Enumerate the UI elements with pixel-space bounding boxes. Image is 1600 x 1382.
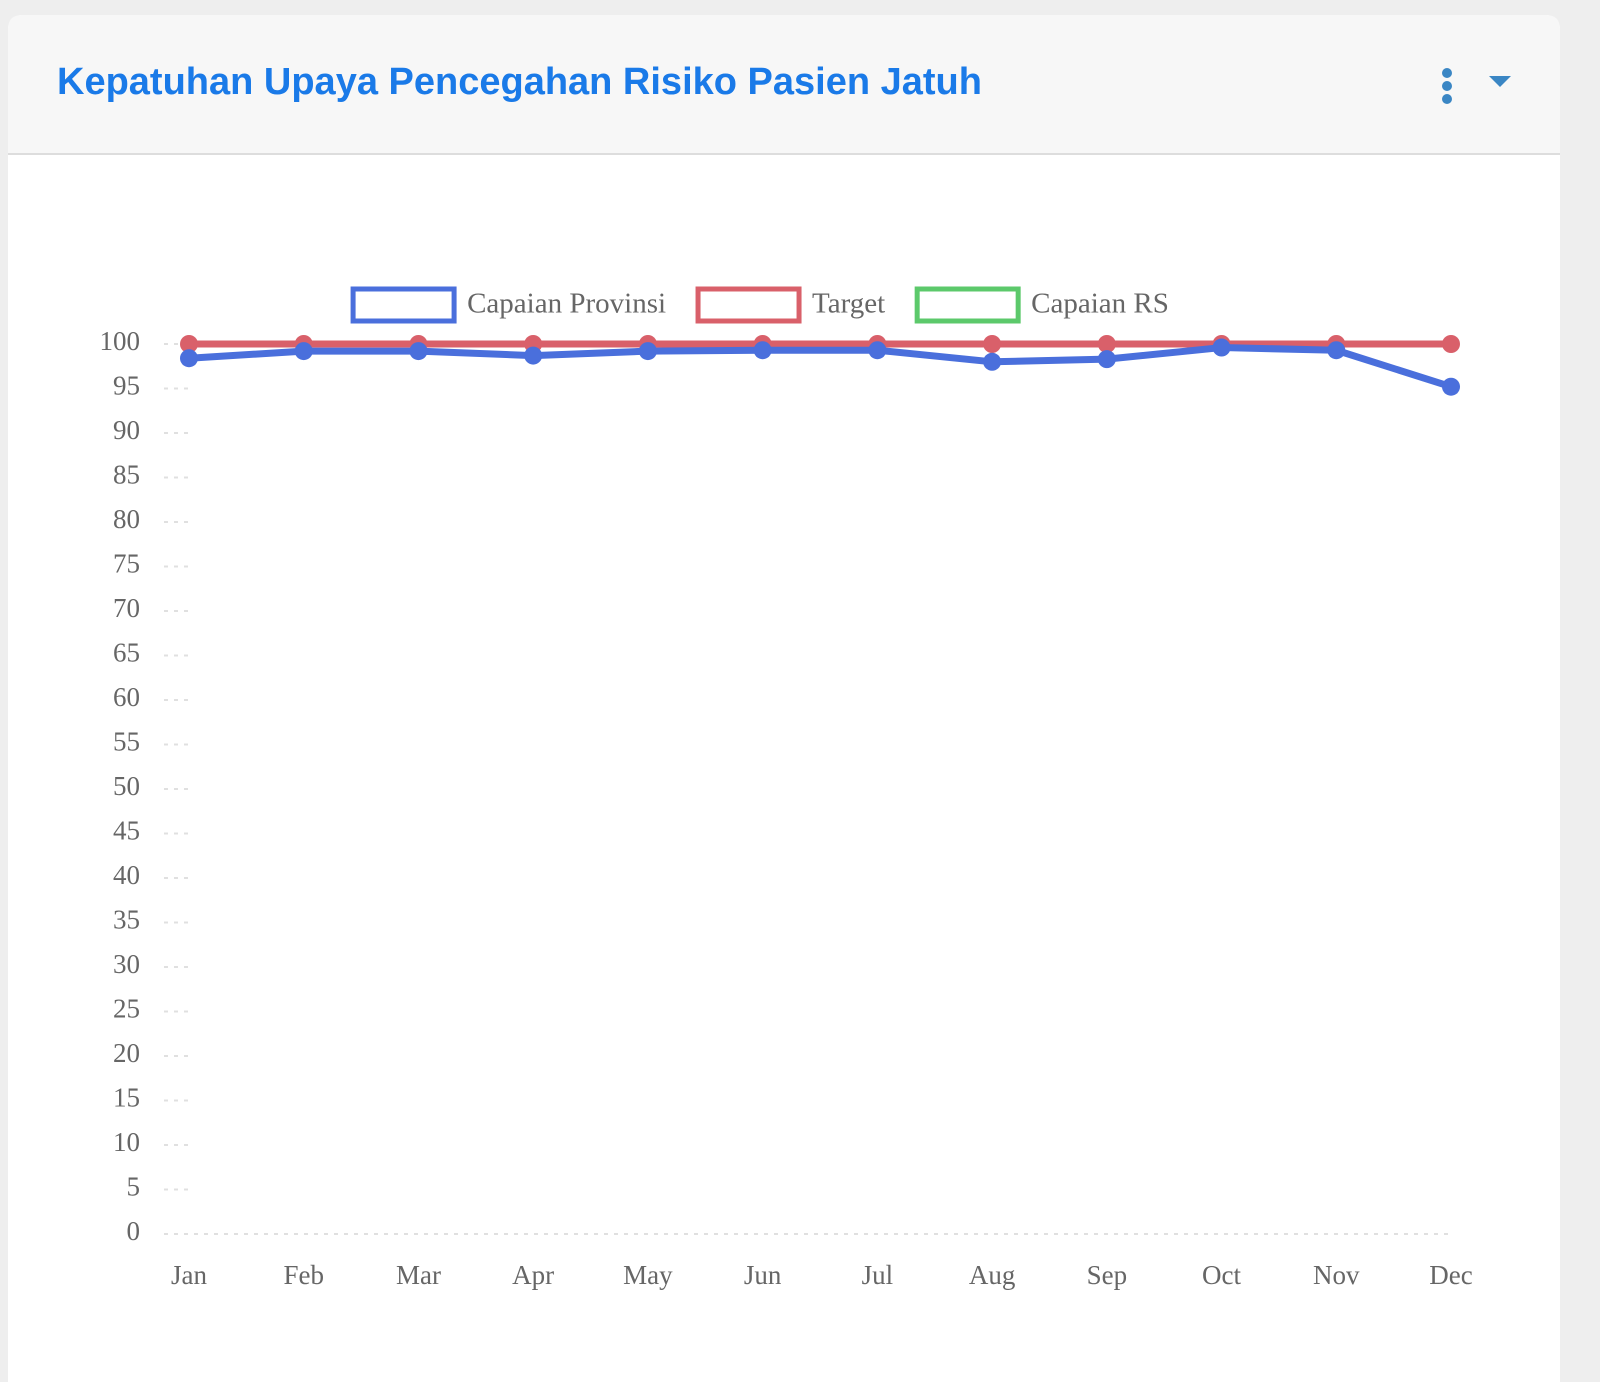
y-tick-label: 5 bbox=[127, 1172, 141, 1202]
legend-swatch bbox=[350, 286, 457, 324]
y-tick-label: 75 bbox=[113, 549, 140, 579]
legend: Capaian Provinsi Target Capaian RS bbox=[350, 286, 1169, 324]
y-tick-label: 45 bbox=[113, 816, 140, 846]
y-tick-label: 55 bbox=[113, 727, 140, 757]
x-tick-label: Apr bbox=[512, 1260, 554, 1290]
x-tick-label: Jul bbox=[862, 1260, 894, 1290]
data-point bbox=[638, 342, 657, 361]
x-tick-label: Feb bbox=[283, 1260, 324, 1290]
y-tick-label: 10 bbox=[113, 1127, 140, 1157]
series bbox=[180, 338, 1460, 396]
y-tick-label: 25 bbox=[113, 994, 140, 1024]
collapse-caret[interactable] bbox=[1489, 76, 1511, 87]
legend-swatch bbox=[914, 286, 1021, 324]
y-tick-label: 100 bbox=[100, 326, 141, 356]
legend-swatch bbox=[695, 286, 802, 324]
y-tick-label: 15 bbox=[113, 1083, 140, 1113]
menu-dot bbox=[1442, 68, 1452, 78]
data-point bbox=[1097, 335, 1116, 353]
y-tick-label: 20 bbox=[113, 1038, 140, 1068]
series-line bbox=[188, 344, 1453, 391]
y-tick-label: 90 bbox=[113, 415, 140, 445]
data-point bbox=[753, 341, 772, 360]
x-tick-label: Oct bbox=[1202, 1260, 1241, 1290]
x-tick-label: Mar bbox=[396, 1260, 441, 1290]
legend-label: Target bbox=[812, 288, 885, 320]
data-point bbox=[409, 342, 428, 361]
x-tick-label: Dec bbox=[1429, 1260, 1472, 1290]
y-tick-label: 80 bbox=[113, 504, 140, 534]
y-tick-label: 60 bbox=[113, 682, 140, 712]
data-point bbox=[983, 352, 1002, 371]
card bbox=[8, 15, 1560, 1382]
chart-title: Kepatuhan Upaya Pencegahan Risiko Pasien… bbox=[57, 61, 982, 103]
x-tick-label: Jan bbox=[171, 1260, 207, 1290]
x-tick-label: Sep bbox=[1087, 1260, 1128, 1290]
menu-dot bbox=[1442, 94, 1452, 104]
data-point bbox=[1212, 338, 1231, 357]
data-point bbox=[1327, 341, 1346, 360]
y-tick-label: 70 bbox=[113, 593, 140, 623]
y-tick-label: 85 bbox=[113, 460, 140, 490]
data-point bbox=[180, 349, 198, 368]
x-tick-label: May bbox=[623, 1260, 673, 1290]
data-point bbox=[180, 335, 198, 353]
y-tick-label: 0 bbox=[127, 1216, 141, 1246]
data-point bbox=[1097, 350, 1116, 369]
data-point bbox=[524, 346, 543, 365]
x-tick-label: Nov bbox=[1313, 1260, 1360, 1290]
data-point bbox=[294, 342, 313, 361]
y-tick-label: 40 bbox=[113, 860, 140, 890]
x-tick-label: Aug bbox=[969, 1260, 1016, 1290]
y-tick-label: 65 bbox=[113, 638, 140, 668]
y-tick-label: 95 bbox=[113, 371, 140, 401]
y-tick-label: 35 bbox=[113, 905, 140, 935]
y-tick-label: 50 bbox=[113, 771, 140, 801]
legend-label: Capaian Provinsi bbox=[467, 288, 666, 320]
card-header bbox=[8, 15, 1560, 154]
menu-button[interactable] bbox=[1442, 68, 1452, 104]
data-point bbox=[983, 335, 1002, 353]
data-point bbox=[868, 341, 887, 360]
legend-label: Capaian RS bbox=[1031, 288, 1169, 320]
data-point bbox=[1442, 335, 1460, 353]
data-point bbox=[1442, 377, 1460, 396]
menu-dot bbox=[1442, 81, 1452, 91]
x-tick-label: Jun bbox=[744, 1260, 782, 1290]
y-tick-label: 30 bbox=[113, 949, 140, 979]
